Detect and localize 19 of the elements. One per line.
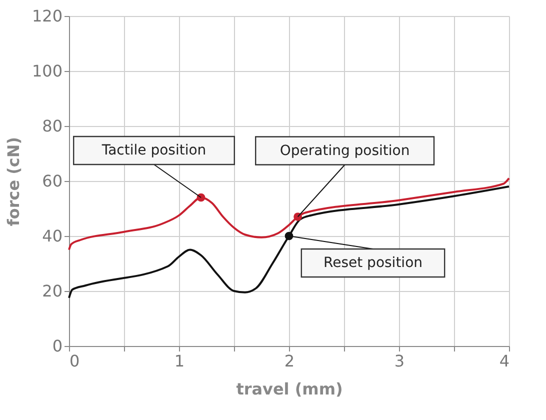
y-tick-label: 0 (52, 336, 62, 356)
x-tick-label: 4 (499, 352, 510, 370)
x-tick-label: 1 (174, 352, 185, 370)
x-tick-label: 0 (70, 352, 80, 370)
annotation: Reset position (323, 255, 423, 271)
line-series (68, 177, 510, 251)
line-series (68, 186, 510, 299)
y-tick-label: 120 (32, 6, 62, 26)
y-tick-label: 60 (42, 172, 62, 190)
y-tick-label: 20 (42, 282, 62, 300)
y-tick-label: 80 (42, 116, 62, 136)
y-axis-title: force (cN) (4, 136, 23, 226)
y-tick-label: 100 (32, 62, 62, 80)
y-tick-label: 40 (42, 226, 62, 246)
x-tick-label: 2 (284, 352, 295, 370)
x-axis-title: travel (mm) (236, 380, 343, 398)
x-tick-label: 3 (394, 352, 405, 370)
annotation: Operating position (280, 142, 410, 159)
annotation: Tactile position (100, 142, 206, 158)
